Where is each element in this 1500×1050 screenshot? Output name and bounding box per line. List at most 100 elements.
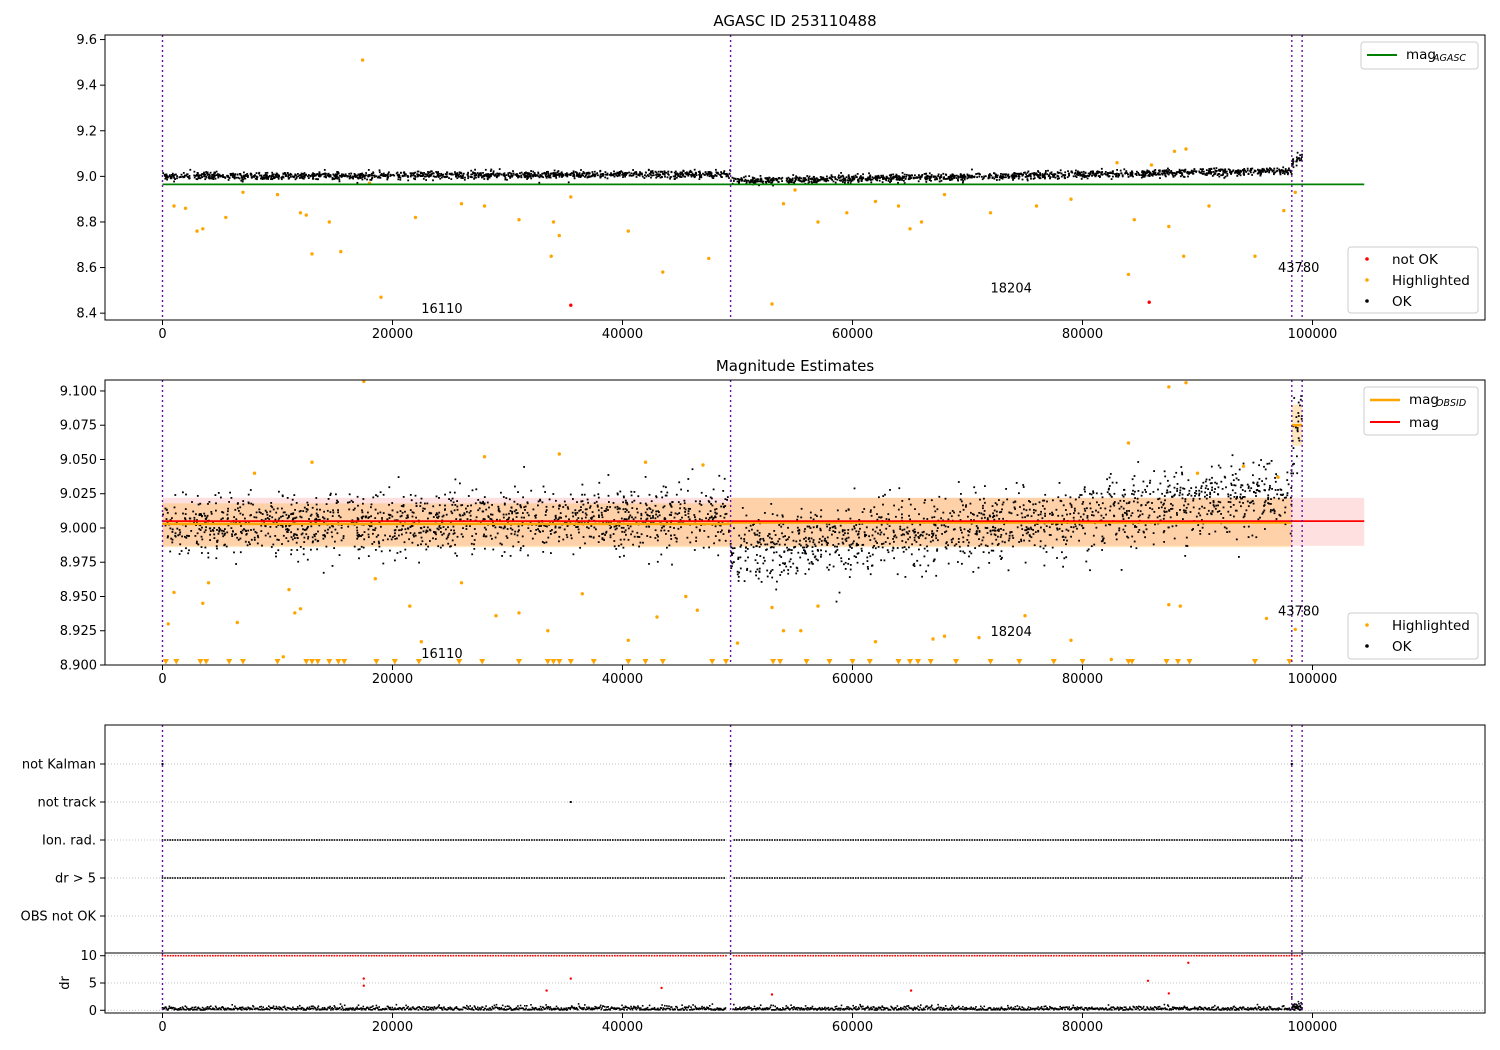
ok-point <box>666 546 668 549</box>
ok-point <box>845 509 848 512</box>
ok-point <box>244 175 247 177</box>
ok-point <box>290 512 293 515</box>
ok-point <box>538 181 541 184</box>
ok-point <box>404 173 407 176</box>
ok-point <box>868 535 870 538</box>
ok-point <box>537 500 540 503</box>
highlighted-point <box>549 254 553 258</box>
ok-point <box>796 526 799 529</box>
ok-point <box>668 544 671 547</box>
ok-point <box>1257 171 1260 174</box>
ok-point <box>374 508 377 511</box>
ok-point <box>348 508 351 511</box>
ok-point <box>1241 497 1243 500</box>
ok-point <box>397 178 400 181</box>
ok-point <box>209 539 211 541</box>
ok-point <box>1225 486 1227 489</box>
ok-point <box>242 503 245 506</box>
ok-point <box>510 532 513 535</box>
ok-point <box>890 178 893 180</box>
ok-point <box>711 175 714 177</box>
ok-point <box>286 172 289 174</box>
ok-point <box>633 172 636 175</box>
ok-point <box>1167 479 1169 482</box>
ok-point <box>247 176 249 178</box>
ok-point <box>1290 171 1292 174</box>
ok-point <box>585 508 588 511</box>
ok-point <box>969 502 972 505</box>
ok-point <box>184 525 187 528</box>
ok-point <box>604 534 606 536</box>
ok-point <box>432 179 434 182</box>
ok-point <box>1273 167 1276 170</box>
ok-point <box>338 178 341 181</box>
ok-point <box>708 175 711 178</box>
ok-point <box>644 171 647 174</box>
ok-point <box>594 174 597 177</box>
ok-point <box>207 552 210 554</box>
ok-point <box>425 548 428 551</box>
ok-point <box>1135 547 1138 550</box>
highlighted-point <box>1115 161 1119 165</box>
ok-point <box>649 508 652 510</box>
ok-point <box>1249 171 1252 174</box>
ok-point <box>623 172 625 175</box>
y-tick-label: 8.8 <box>76 215 97 230</box>
ok-point <box>757 178 760 181</box>
ok-point <box>802 546 804 549</box>
ok-point <box>1259 174 1262 177</box>
ok-point <box>248 541 250 544</box>
ok-point <box>340 539 343 542</box>
ok-point <box>175 173 177 176</box>
ok-point <box>618 173 620 176</box>
ok-point <box>1108 476 1111 479</box>
ok-point <box>1290 503 1293 506</box>
ok-point <box>216 539 219 542</box>
ok-point <box>452 173 454 176</box>
ok-point <box>1089 170 1092 173</box>
ok-point <box>673 527 675 529</box>
ok-point <box>1235 477 1238 480</box>
ok-point <box>999 536 1002 538</box>
ok-point <box>679 171 682 174</box>
ok-point <box>612 502 615 504</box>
ok-point <box>509 177 512 179</box>
ok-point <box>199 174 201 177</box>
ok-point <box>730 561 733 563</box>
ok-point <box>1074 523 1076 525</box>
ok-point <box>854 174 857 177</box>
ok-point <box>404 528 407 531</box>
ok-point <box>760 581 763 583</box>
ok-point <box>1014 172 1016 175</box>
ok-point <box>645 175 648 178</box>
ok-point <box>399 176 402 179</box>
ok-point <box>372 532 374 535</box>
ok-point <box>629 514 632 517</box>
ok-point <box>240 532 243 535</box>
ok-point <box>853 527 856 530</box>
ok-point <box>933 175 936 178</box>
ok-point <box>1270 509 1272 511</box>
ok-point <box>714 511 717 514</box>
ok-point <box>997 530 1000 532</box>
ok-point <box>840 179 842 182</box>
ok-point <box>866 177 869 180</box>
ok-point <box>599 169 602 172</box>
ok-point <box>456 505 459 508</box>
ok-point <box>1065 528 1068 531</box>
middle-panel-title: Magnitude Estimates <box>716 357 874 375</box>
ok-point <box>526 172 528 174</box>
ok-point <box>930 174 933 176</box>
y-tick-label: 9.4 <box>76 79 97 94</box>
ok-point <box>1024 529 1027 532</box>
ok-point <box>1214 530 1217 533</box>
ok-point <box>623 496 625 499</box>
ok-point <box>594 173 597 176</box>
ok-point <box>831 526 834 529</box>
ok-point <box>209 533 211 536</box>
ok-point <box>200 173 203 176</box>
ok-point <box>651 174 654 177</box>
ok-point <box>527 172 530 174</box>
ok-point <box>609 527 612 530</box>
ok-point <box>702 172 704 175</box>
